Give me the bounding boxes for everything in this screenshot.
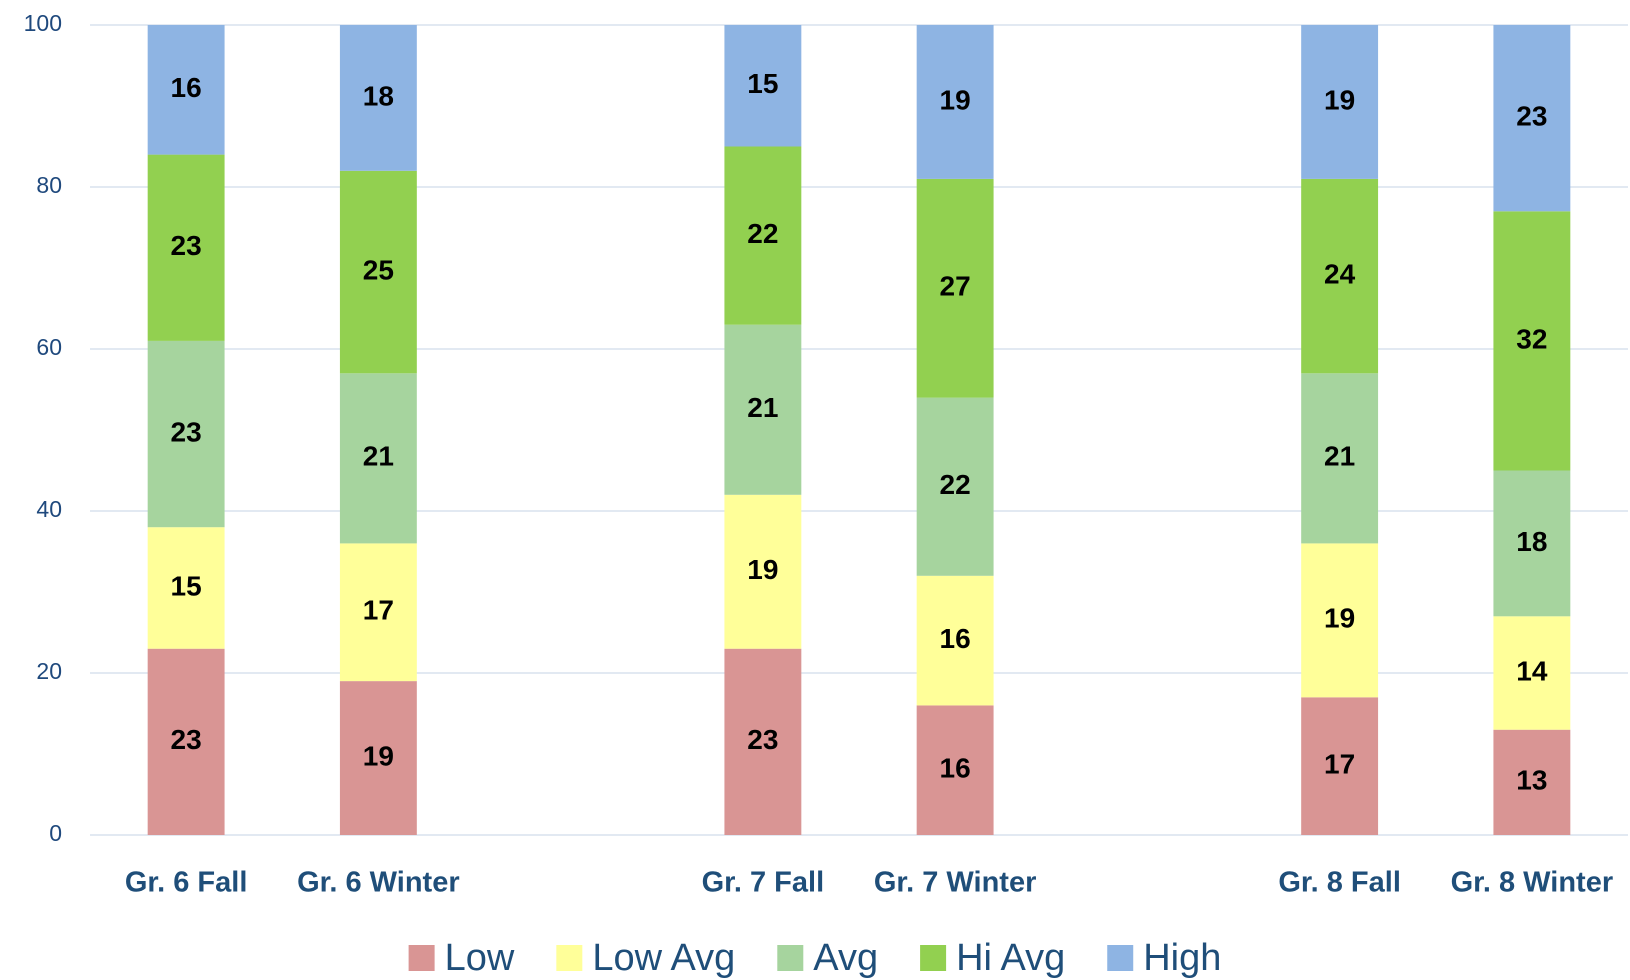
bar-segment	[339, 373, 417, 544]
bar-segment	[724, 25, 802, 147]
value-label: 21	[747, 392, 778, 423]
value-label: 23	[1516, 101, 1547, 132]
bar-segment	[916, 397, 994, 576]
bar-segment	[1301, 25, 1379, 179]
value-label: 22	[747, 218, 778, 249]
bar-segment	[147, 340, 225, 528]
x-tick-label: Gr. 6 Fall	[125, 867, 248, 899]
bar-segment	[916, 178, 994, 398]
value-label: 23	[171, 230, 202, 261]
bar-segment	[1493, 729, 1571, 835]
bar-segment	[339, 681, 417, 835]
bar-segment	[339, 170, 417, 374]
bar-segment	[724, 648, 802, 835]
value-label: 23	[747, 724, 778, 755]
y-tick-label: 80	[36, 172, 62, 198]
value-label: 15	[171, 570, 202, 601]
bar-segment	[1301, 543, 1379, 698]
value-label: 19	[363, 740, 394, 771]
bar-segment	[1493, 211, 1571, 471]
x-tick-label: Gr. 8 Winter	[1451, 867, 1614, 899]
bar-segment	[724, 494, 802, 649]
legend-label: Low Avg	[592, 937, 735, 979]
value-label: 16	[940, 753, 971, 784]
legend-swatch	[920, 945, 947, 971]
value-label: 15	[747, 68, 778, 99]
legend-swatch	[408, 945, 435, 971]
value-label: 23	[171, 416, 202, 447]
y-tick-label: 100	[24, 10, 62, 36]
bar-segment	[916, 25, 994, 179]
value-label: 19	[1324, 603, 1355, 634]
bar-segment	[1493, 470, 1571, 617]
value-label: 16	[940, 623, 971, 654]
value-label: 27	[940, 271, 971, 302]
legend-label: Avg	[813, 937, 878, 979]
value-label: 22	[940, 469, 971, 500]
bar-segment	[916, 575, 994, 706]
value-label: 19	[747, 554, 778, 585]
bar-segment	[147, 527, 225, 649]
bar-segment	[1301, 178, 1379, 374]
x-tick-label: Gr. 7 Fall	[702, 867, 825, 899]
bar-segment	[916, 705, 994, 835]
y-tick-label: 40	[36, 496, 62, 522]
value-label: 16	[171, 72, 202, 103]
y-tick-label: 0	[49, 820, 62, 846]
legend-label: Low	[445, 937, 515, 979]
value-label: 32	[1516, 323, 1547, 354]
value-label: 25	[363, 254, 394, 285]
value-label: 18	[363, 80, 394, 111]
legend-swatch	[777, 945, 804, 971]
legend-label: High	[1143, 937, 1221, 979]
bar-segment	[1493, 25, 1571, 212]
value-label: 17	[1324, 749, 1355, 780]
bar-segment	[339, 25, 417, 171]
legend-label: Hi Avg	[956, 937, 1065, 979]
legend-swatch	[556, 945, 583, 971]
value-label: 21	[363, 441, 394, 472]
bar-segment	[724, 146, 802, 325]
value-label: 13	[1516, 765, 1547, 796]
x-tick-label: Gr. 7 Winter	[874, 867, 1037, 899]
bar-segment	[724, 324, 802, 495]
bar-segment	[1301, 697, 1379, 835]
value-label: 19	[1324, 84, 1355, 115]
value-label: 21	[1324, 441, 1355, 472]
bar-segment	[147, 25, 225, 155]
value-label: 23	[171, 724, 202, 755]
y-tick-label: 20	[36, 658, 62, 684]
bar-segment	[339, 543, 417, 682]
x-tick-label: Gr. 8 Fall	[1278, 867, 1401, 899]
value-label: 14	[1516, 655, 1548, 686]
legend-swatch	[1107, 945, 1134, 971]
x-tick-label: Gr. 6 Winter	[297, 867, 460, 899]
bar-segment	[1493, 616, 1571, 730]
bar-segment	[1301, 373, 1379, 544]
y-tick-label: 60	[36, 334, 62, 360]
bar-segment	[147, 648, 225, 835]
value-label: 19	[940, 84, 971, 115]
bar-segment	[147, 154, 225, 341]
value-label: 17	[363, 595, 394, 626]
value-label: 18	[1516, 526, 1547, 557]
value-label: 24	[1324, 258, 1356, 289]
